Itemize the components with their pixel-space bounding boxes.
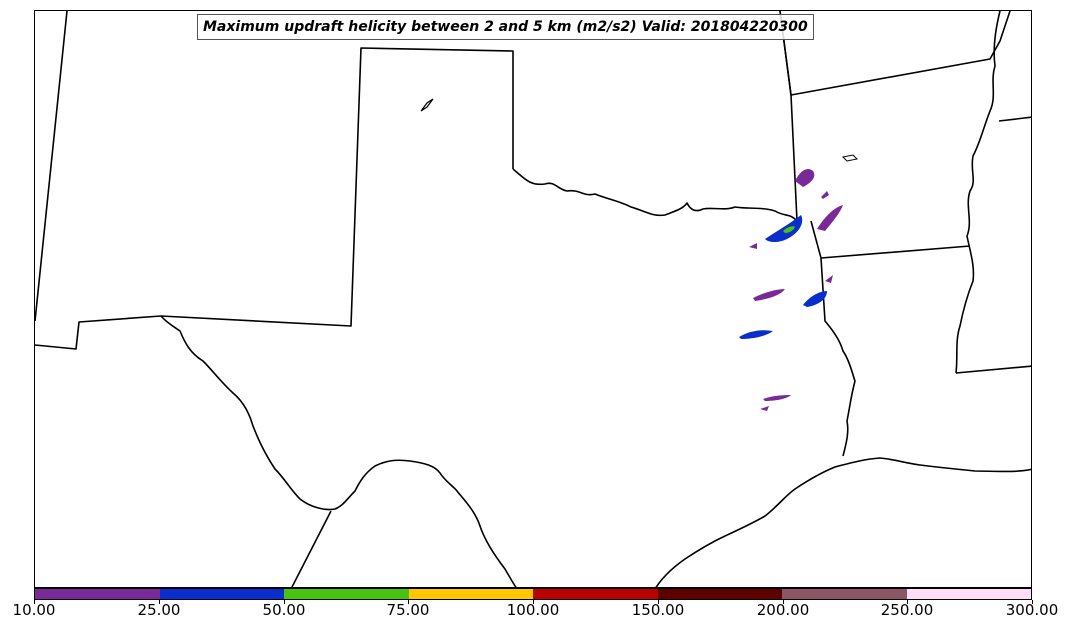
helicity-cell-green xyxy=(783,226,795,233)
mexico-border-west xyxy=(291,510,332,587)
colorbar-segment xyxy=(284,589,409,599)
new-mexico-boundary xyxy=(35,11,514,350)
helicity-cell-purple xyxy=(749,243,757,249)
colorbar-segment xyxy=(533,589,658,599)
colorbar-tick xyxy=(533,600,534,604)
helicity-cell-purple xyxy=(753,289,785,301)
colorbar-segment xyxy=(782,589,907,599)
helicity-cell-purple xyxy=(821,191,829,199)
colorbar-segment xyxy=(159,589,284,599)
colorbar-segment xyxy=(906,589,1031,599)
colorbar-tick-label: 100.00 xyxy=(506,601,560,619)
texas-west-boundary xyxy=(160,315,517,587)
colorbar-tick-label: 75.00 xyxy=(386,601,430,619)
helicity-cell-purple xyxy=(739,330,773,339)
colorbar-tick-label: 10.00 xyxy=(12,601,56,619)
colorbar-tick-label: 25.00 xyxy=(137,601,181,619)
arkansas-south-boundary xyxy=(820,245,971,259)
colorbar-tick xyxy=(783,600,784,604)
colorbar-segment xyxy=(408,589,533,599)
colorbar-tick-label: 250.00 xyxy=(880,601,934,619)
lake-outline xyxy=(420,98,434,112)
mississippi-river xyxy=(955,11,1001,374)
oklahoma-red-river-boundary xyxy=(512,168,798,222)
missouri-bootheel-boundary xyxy=(779,11,1011,96)
tennessee-boundary xyxy=(998,116,1031,122)
helicity-cell-blue xyxy=(765,215,803,242)
colorbar-tick xyxy=(408,600,409,604)
colorbar-tick xyxy=(907,600,908,604)
texas-louisiana-boundary xyxy=(810,220,856,457)
colorbar-segment xyxy=(657,589,782,599)
colorbar-tick xyxy=(159,600,160,604)
map-canvas xyxy=(35,11,1031,587)
oklahoma-east-boundary xyxy=(779,11,798,222)
helicity-cell-blue xyxy=(803,291,827,307)
colorbar-tick-label: 50.00 xyxy=(262,601,306,619)
colorbar xyxy=(34,588,1032,600)
helicity-cell-purple xyxy=(795,169,815,187)
texas-gulf-coast xyxy=(655,457,1031,587)
helicity-cell-purple xyxy=(763,395,791,401)
state-boundaries xyxy=(35,11,1031,587)
colorbar-tick xyxy=(34,600,35,604)
mississippi-east-boundary xyxy=(955,365,1031,374)
map-panel xyxy=(34,10,1032,588)
helicity-cell-purple xyxy=(760,406,769,411)
lake-outline xyxy=(841,154,859,162)
colorbar-tick xyxy=(284,600,285,604)
colorbar-segment xyxy=(35,589,160,599)
colorbar-tick-label: 300.00 xyxy=(1005,601,1059,619)
colorbar-tick xyxy=(658,600,659,604)
colorbar-tick xyxy=(1032,600,1033,604)
colorbar-tick-label: 200.00 xyxy=(756,601,810,619)
map-title: Maximum updraft helicity between 2 and 5… xyxy=(197,14,814,40)
helicity-cell-purple xyxy=(817,205,843,231)
helicity-cell-purple xyxy=(825,275,833,283)
helicity-cells xyxy=(739,169,843,411)
colorbar-tick-label: 150.00 xyxy=(631,601,685,619)
